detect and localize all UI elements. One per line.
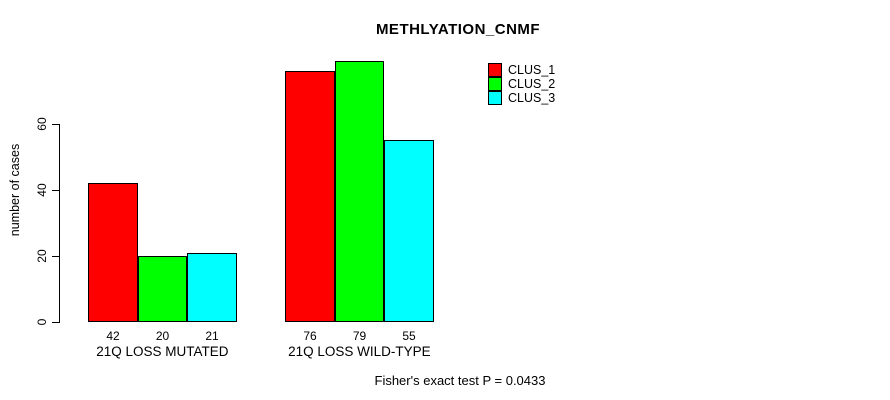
y-tick-mark xyxy=(52,321,59,323)
bar-clus_1-group2 xyxy=(285,71,335,322)
legend-label: CLUS_2 xyxy=(508,77,556,91)
legend: CLUS_1 CLUS_2 CLUS_3 xyxy=(488,63,555,105)
y-tick-label: 20 xyxy=(35,249,49,263)
y-tick-label: 40 xyxy=(35,183,49,197)
bar-clus_3-group1 xyxy=(187,253,237,322)
bar-value-label: 79 xyxy=(352,329,367,343)
legend-swatch-clus-3 xyxy=(488,91,502,105)
bar-value-label: 21 xyxy=(205,329,219,343)
x-category-label: 21Q LOSS MUTATED xyxy=(96,344,229,359)
bar-value-label: 20 xyxy=(155,329,170,343)
fisher-test-annotation: Fisher's exact test P = 0.0433 xyxy=(374,373,546,388)
legend-swatch-clus-1 xyxy=(488,63,502,77)
bar-clus_2-group2 xyxy=(335,61,384,322)
legend-item-clus-2: CLUS_2 xyxy=(488,77,555,91)
legend-label: CLUS_3 xyxy=(508,91,556,105)
y-axis-line xyxy=(59,124,60,323)
legend-swatch-clus-2 xyxy=(488,77,502,91)
y-tick-label: 60 xyxy=(35,117,49,131)
legend-label: CLUS_1 xyxy=(508,63,556,77)
legend-item-clus-3: CLUS_3 xyxy=(488,91,555,105)
chart-title: METHLYATION_CNMF xyxy=(375,21,541,38)
y-tick-mark xyxy=(52,255,59,257)
y-tick-mark xyxy=(52,189,59,191)
bar-value-label: 42 xyxy=(106,329,120,343)
x-category-label: 21Q LOSS WILD-TYPE xyxy=(288,344,431,359)
legend-item-clus-1: CLUS_1 xyxy=(488,63,555,77)
bar-clus_1-group1 xyxy=(88,183,138,322)
bar-value-label: 55 xyxy=(402,329,416,343)
y-axis-title: number of cases xyxy=(8,143,22,237)
bar-clus_3-group2 xyxy=(384,140,434,322)
bar-clus_2-group1 xyxy=(138,256,187,322)
bar-value-label: 76 xyxy=(303,329,317,343)
y-tick-mark xyxy=(52,123,59,125)
y-tick-label: 0 xyxy=(35,318,49,326)
